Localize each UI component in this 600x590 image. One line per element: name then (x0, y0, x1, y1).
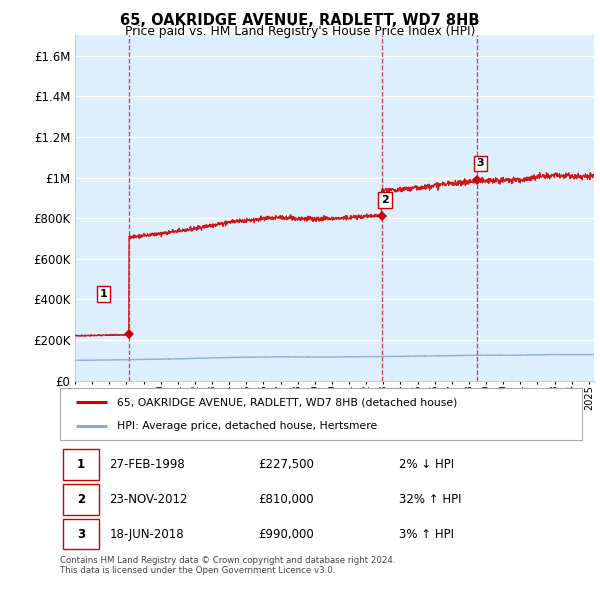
Text: 65, OAKRIDGE AVENUE, RADLETT, WD7 8HB (detached house): 65, OAKRIDGE AVENUE, RADLETT, WD7 8HB (d… (118, 397, 458, 407)
Text: 65, OAKRIDGE AVENUE, RADLETT, WD7 8HB: 65, OAKRIDGE AVENUE, RADLETT, WD7 8HB (120, 13, 480, 28)
Text: £810,000: £810,000 (259, 493, 314, 506)
Text: £990,000: £990,000 (259, 527, 314, 540)
Text: 27-FEB-1998: 27-FEB-1998 (110, 458, 185, 471)
Text: 3% ↑ HPI: 3% ↑ HPI (400, 527, 454, 540)
Text: Price paid vs. HM Land Registry's House Price Index (HPI): Price paid vs. HM Land Registry's House … (125, 25, 475, 38)
Text: 3: 3 (476, 158, 484, 168)
Text: 2: 2 (77, 493, 85, 506)
Text: 23-NOV-2012: 23-NOV-2012 (110, 493, 188, 506)
Text: 3: 3 (77, 527, 85, 540)
Text: 2: 2 (381, 195, 389, 205)
Text: 1: 1 (77, 458, 85, 471)
Text: 18-JUN-2018: 18-JUN-2018 (110, 527, 184, 540)
FancyBboxPatch shape (62, 484, 99, 514)
Text: This data is licensed under the Open Government Licence v3.0.: This data is licensed under the Open Gov… (60, 566, 335, 575)
Text: HPI: Average price, detached house, Hertsmere: HPI: Average price, detached house, Hert… (118, 421, 377, 431)
Text: 2% ↓ HPI: 2% ↓ HPI (400, 458, 454, 471)
Text: 1: 1 (100, 289, 107, 299)
Text: £227,500: £227,500 (259, 458, 314, 471)
Text: Contains HM Land Registry data © Crown copyright and database right 2024.: Contains HM Land Registry data © Crown c… (60, 556, 395, 565)
FancyBboxPatch shape (60, 388, 582, 440)
Text: 32% ↑ HPI: 32% ↑ HPI (400, 493, 462, 506)
FancyBboxPatch shape (62, 449, 99, 480)
FancyBboxPatch shape (62, 519, 99, 549)
